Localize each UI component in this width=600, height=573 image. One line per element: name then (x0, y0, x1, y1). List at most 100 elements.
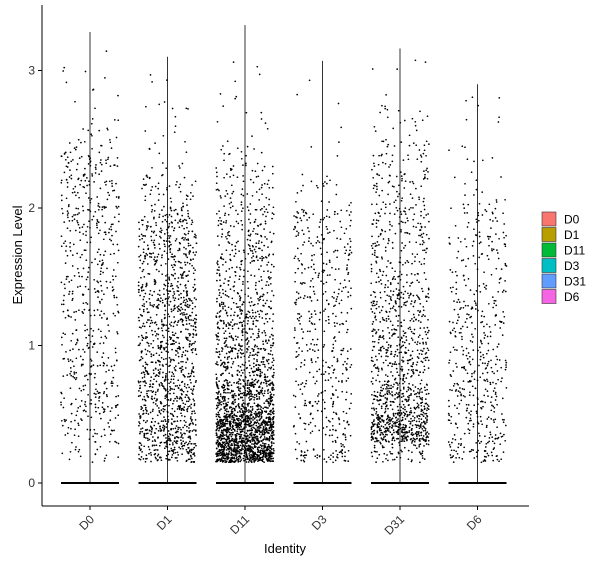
data-point (225, 461, 227, 463)
data-point (326, 228, 328, 230)
data-point (269, 457, 271, 459)
data-point (115, 347, 117, 349)
data-point (188, 253, 190, 255)
data-point (161, 257, 163, 259)
data-point (111, 366, 113, 368)
data-point (182, 206, 184, 208)
data-point (72, 298, 74, 300)
data-point (297, 192, 299, 194)
data-point (68, 281, 70, 283)
data-point (79, 157, 81, 159)
data-point (69, 246, 71, 248)
data-point (67, 315, 69, 317)
data-point (339, 221, 341, 223)
data-point (93, 393, 95, 395)
data-point (177, 460, 179, 462)
data-point (76, 220, 78, 222)
data-point (255, 233, 257, 235)
data-point (84, 401, 86, 403)
data-point (313, 376, 315, 378)
data-point (164, 304, 166, 306)
data-point (151, 186, 153, 188)
data-point (186, 313, 188, 315)
data-point (314, 383, 316, 385)
data-point (148, 345, 150, 347)
data-point (192, 195, 194, 197)
data-point (155, 428, 157, 430)
data-point (99, 314, 101, 316)
data-point (192, 367, 194, 369)
data-point (162, 372, 164, 374)
data-point (304, 455, 306, 457)
data-point (140, 277, 142, 279)
data-point (181, 277, 183, 279)
data-point (333, 297, 335, 299)
data-point (138, 454, 140, 456)
data-point (220, 197, 222, 199)
data-point (253, 182, 255, 184)
data-point (143, 309, 145, 311)
data-point (101, 164, 103, 166)
data-point (226, 368, 228, 370)
data-point (238, 383, 240, 385)
data-point (219, 354, 221, 356)
data-point (187, 411, 189, 413)
data-point (301, 209, 303, 211)
data-point (191, 413, 193, 415)
data-point (183, 312, 185, 314)
data-point (252, 320, 254, 322)
data-point (216, 434, 218, 436)
data-point (417, 341, 419, 343)
data-point (270, 347, 272, 349)
data-point (183, 247, 185, 249)
data-point (164, 447, 166, 449)
data-point (316, 403, 318, 405)
data-point (169, 386, 171, 388)
data-point (255, 438, 257, 440)
data-point (142, 399, 144, 401)
data-point (170, 398, 172, 400)
data-point (266, 238, 268, 240)
data-point (246, 367, 248, 369)
data-point (403, 159, 405, 161)
data-point (171, 226, 173, 228)
data-point (79, 184, 81, 186)
data-point (61, 180, 63, 182)
data-point (172, 256, 174, 258)
data-point (189, 405, 191, 407)
data-point (252, 419, 254, 421)
data-point (247, 146, 249, 148)
data-point (146, 395, 148, 397)
data-point (183, 432, 185, 434)
data-point (170, 201, 172, 203)
data-point (307, 227, 309, 229)
data-point (293, 215, 295, 217)
data-point (232, 432, 234, 434)
data-point (181, 390, 183, 392)
data-point (254, 384, 256, 386)
data-point (331, 365, 333, 367)
data-point (92, 89, 94, 91)
data-point (74, 319, 76, 321)
data-point (263, 294, 265, 296)
data-point (389, 451, 391, 453)
data-point (264, 392, 266, 394)
data-point (264, 236, 266, 238)
data-point (268, 454, 270, 456)
data-point (82, 186, 84, 188)
data-point (222, 461, 224, 463)
data-point (241, 322, 243, 324)
data-point (103, 391, 105, 393)
data-point (222, 308, 224, 310)
data-point (66, 374, 68, 376)
data-point (237, 448, 239, 450)
data-point (117, 395, 119, 397)
data-point (84, 324, 86, 326)
data-point (191, 349, 193, 351)
data-point (319, 241, 321, 243)
data-point (271, 432, 273, 434)
data-point (188, 373, 190, 375)
data-point (259, 188, 261, 190)
data-point (61, 337, 63, 339)
data-point (302, 185, 304, 187)
